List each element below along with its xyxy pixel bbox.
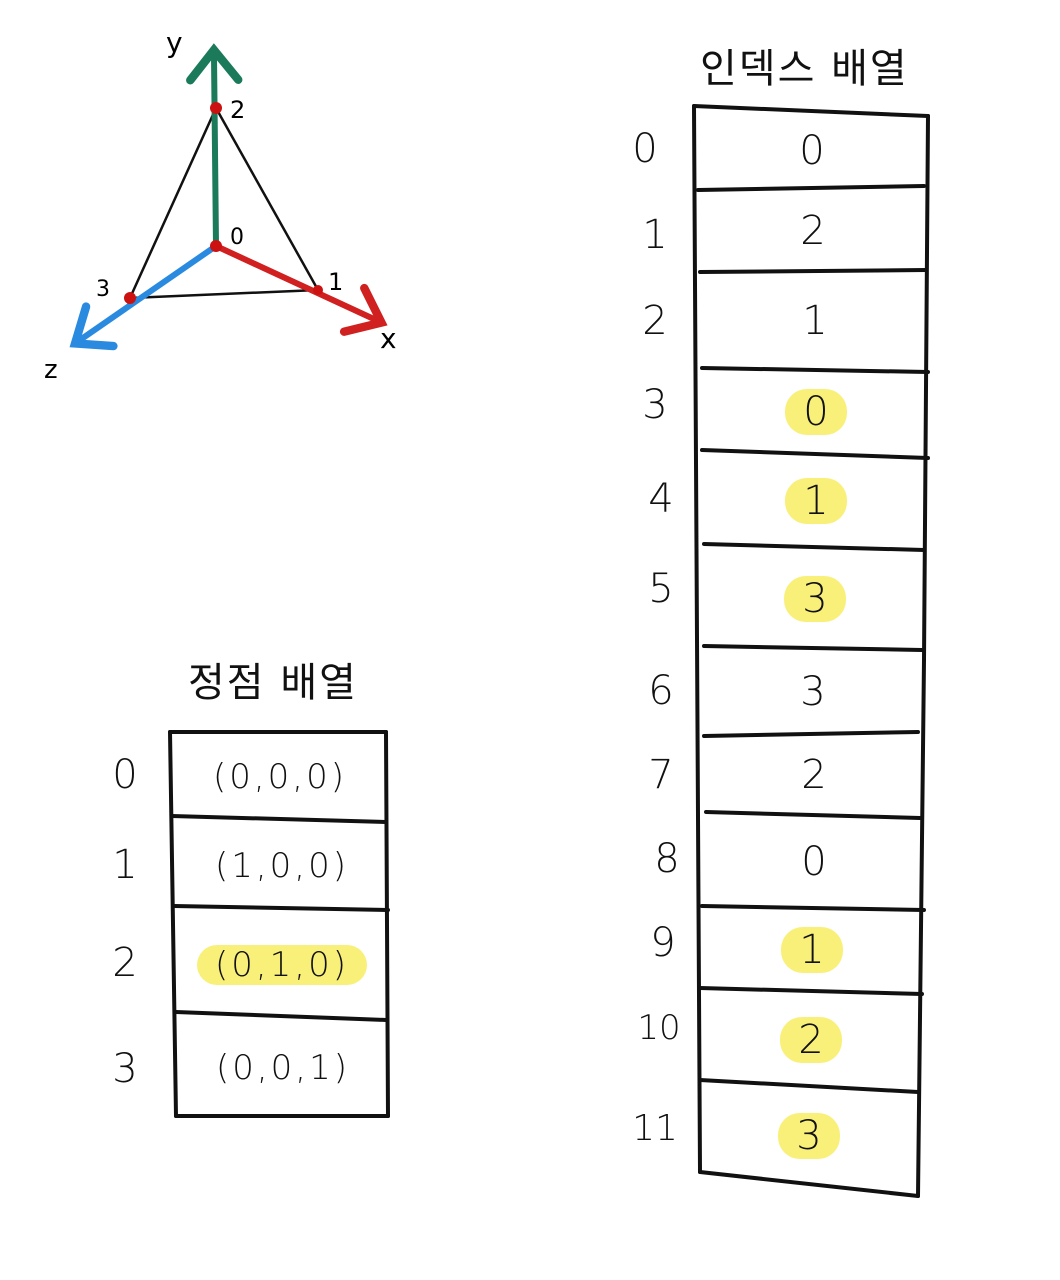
index-cell-10: 2 bbox=[702, 994, 920, 1086]
vertex-dot-1 bbox=[313, 285, 323, 295]
index-value-2: 1 bbox=[796, 298, 833, 344]
index-index-10: 10 bbox=[634, 1008, 684, 1048]
index-value-4: 1 bbox=[785, 478, 846, 524]
vertex-value-0: (0,0,0) bbox=[207, 757, 353, 797]
index-cell-9: 1 bbox=[702, 910, 922, 990]
index-index-1: 1 bbox=[630, 212, 680, 258]
index-cell-8: 0 bbox=[706, 816, 922, 908]
vertex-label-3: 3 bbox=[96, 277, 110, 302]
index-cell-2: 1 bbox=[704, 274, 926, 368]
vertex-dot-2 bbox=[210, 102, 222, 114]
index-value-6: 3 bbox=[794, 669, 831, 715]
index-cell-4: 1 bbox=[706, 456, 926, 546]
edge-3-1 bbox=[130, 290, 318, 298]
index-value-5: 3 bbox=[784, 576, 845, 622]
vertex-value-2: (0,1,0) bbox=[197, 945, 367, 985]
y-axis bbox=[214, 56, 216, 246]
vertex-label-2: 2 bbox=[230, 96, 245, 124]
vertex-array-title: 정점 배열 bbox=[188, 650, 358, 708]
index-value-10: 2 bbox=[780, 1017, 841, 1063]
vertex-index-3: 3 bbox=[100, 1046, 150, 1092]
index-cell-3: 0 bbox=[704, 372, 928, 452]
vertex-cell-0: (0,0,0) bbox=[176, 736, 384, 818]
index-value-8: 0 bbox=[795, 839, 832, 885]
vertex-label-1: 1 bbox=[328, 268, 343, 296]
index-cell-5: 3 bbox=[706, 550, 924, 648]
index-value-9: 1 bbox=[781, 927, 842, 973]
index-value-1: 2 bbox=[794, 208, 831, 254]
index-array-title: 인덱스 배열 bbox=[700, 36, 909, 94]
index-index-9: 9 bbox=[638, 920, 688, 966]
index-value-11: 3 bbox=[778, 1113, 839, 1159]
index-value-7: 2 bbox=[795, 752, 832, 798]
vertex-value-3: (0,0,1) bbox=[210, 1048, 356, 1088]
index-cell-0: 0 bbox=[700, 112, 924, 190]
index-index-8: 8 bbox=[642, 836, 692, 882]
index-index-5: 5 bbox=[636, 566, 686, 612]
index-value-3: 0 bbox=[785, 389, 846, 435]
vertex-index-2: 2 bbox=[100, 940, 150, 986]
index-index-0: 0 bbox=[620, 126, 670, 172]
vertex-cell-1: (1,0,0) bbox=[178, 824, 386, 908]
y-axis-label: y bbox=[166, 26, 183, 59]
vertex-index-1: 1 bbox=[100, 842, 150, 888]
index-cell-1: 2 bbox=[702, 192, 924, 270]
x-axis bbox=[216, 246, 376, 320]
x-axis-label: x bbox=[380, 322, 397, 355]
vertex-value-1: (1,0,0) bbox=[209, 846, 355, 886]
index-cell-7: 2 bbox=[708, 736, 920, 814]
index-index-11: 11 bbox=[630, 1108, 680, 1149]
vertex-dot-0 bbox=[210, 240, 222, 252]
vertex-dot-3 bbox=[124, 292, 136, 304]
index-index-7: 7 bbox=[636, 752, 686, 798]
index-cell-6: 3 bbox=[706, 650, 920, 734]
index-index-3: 3 bbox=[630, 382, 680, 428]
edge-2-3 bbox=[130, 108, 216, 298]
index-value-0: 0 bbox=[793, 128, 830, 174]
vertex-cell-3: (0,0,1) bbox=[180, 1022, 386, 1114]
edge-2-1 bbox=[216, 108, 318, 290]
index-index-2: 2 bbox=[630, 298, 680, 344]
index-index-6: 6 bbox=[636, 668, 686, 714]
index-index-4: 4 bbox=[636, 476, 686, 522]
z-axis-label: z bbox=[44, 355, 58, 385]
vertex-index-0: 0 bbox=[100, 752, 150, 798]
vertex-cell-2: (0,1,0) bbox=[178, 914, 386, 1016]
index-cell-11: 3 bbox=[702, 1090, 916, 1182]
vertex-label-0: 0 bbox=[230, 225, 244, 250]
